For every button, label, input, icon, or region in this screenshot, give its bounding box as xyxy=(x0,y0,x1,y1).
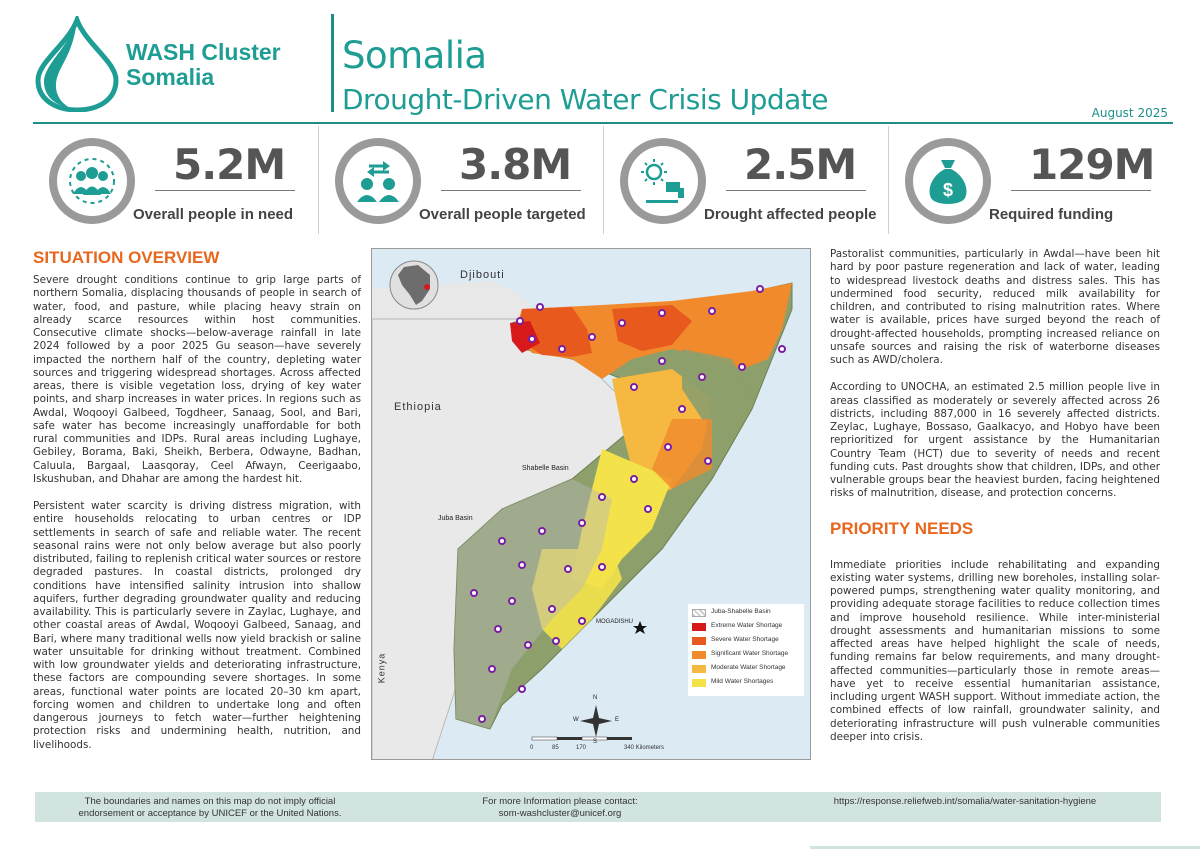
legend-item: Extreme Water Shortage xyxy=(692,622,802,632)
logo-line-1: WASH Cluster xyxy=(126,39,281,65)
situation-overview: SITUATION OVERVIEW Severe drought condit… xyxy=(33,248,361,752)
compass-north: N xyxy=(593,695,598,701)
stat-people-in-need: 5.2M Overall people in need xyxy=(33,126,318,234)
situation-paragraph-2: Persistent water scarcity is driving dis… xyxy=(33,500,361,751)
stat-value: 5.2M xyxy=(173,140,286,189)
logo-line-2: Somalia xyxy=(126,64,215,90)
scale-label: 85 xyxy=(552,745,559,751)
header-rule xyxy=(33,122,1173,124)
compass-east: E xyxy=(615,717,620,723)
report-date: August 2025 xyxy=(1091,106,1168,120)
map-label-ethiopia: Ethiopia xyxy=(394,401,442,413)
drought-tap-icon xyxy=(620,138,706,224)
stat-people-targeted: 3.8M Overall people targeted xyxy=(318,126,603,234)
people-group-icon xyxy=(49,138,135,224)
map-label-kenya: Kenya xyxy=(376,652,387,684)
legend-item: Juba-Shabelle Basin xyxy=(692,608,802,618)
footer: The boundaries and names on this map do … xyxy=(35,792,1161,822)
stat-required-funding: $ 129M Required funding xyxy=(888,126,1173,234)
pastoralist-paragraph: Pastoralist communities, particularly in… xyxy=(830,248,1160,366)
map-label-djibouti: Djibouti xyxy=(460,269,505,281)
legend-item: Significant Water Shortage xyxy=(692,650,802,660)
header: WASH Cluster Somalia Somalia Drought-Dri… xyxy=(0,0,1200,124)
situation-paragraph-1: Severe drought conditions continue to gr… xyxy=(33,274,361,485)
footer-reliefweb-link[interactable]: https://response.reliefweb.int/somalia/w… xyxy=(833,796,1097,807)
compass-south: S xyxy=(593,739,598,745)
page-title: Somalia xyxy=(342,34,487,77)
map-graphic xyxy=(372,260,793,759)
stat-label: Required funding xyxy=(989,206,1114,223)
priority-paragraph: Immediate priorities include rehabilitat… xyxy=(830,558,1160,743)
key-figures: 5.2M Overall people in need 3.8M Overall… xyxy=(33,126,1173,234)
footer-contact: For more Information please contact: som… xyxy=(430,796,690,819)
people-transfer-icon xyxy=(335,138,421,224)
map-label-shabelle-basin: Shabelle Basin xyxy=(522,465,569,472)
scale-label: 0 xyxy=(530,745,534,751)
stat-value: 129M xyxy=(1029,140,1155,189)
scale-label: 340 Kilometers xyxy=(624,745,665,751)
section-title-priority: PRIORITY NEEDS xyxy=(830,518,974,538)
stat-value: 3.8M xyxy=(459,140,572,189)
map-label-mogadishu: MOGADISHU xyxy=(596,619,634,625)
compass-west: W xyxy=(573,717,579,723)
header-divider xyxy=(331,14,334,112)
footer-disclaimer: The boundaries and names on this map do … xyxy=(78,796,342,819)
page-subtitle: Drought-Driven Water Crisis Update xyxy=(342,83,829,116)
legend-item: Moderate Water Shortage xyxy=(692,664,802,674)
wash-cluster-logo: WASH Cluster Somalia xyxy=(30,16,330,112)
stat-label: Overall people in need xyxy=(133,206,294,223)
stat-value: 2.5M xyxy=(744,140,857,189)
stat-label: Overall people targeted xyxy=(419,206,586,223)
legend-item: Severe Water Shortage xyxy=(692,636,802,646)
map-legend: Juba-Shabelle Basin Extreme Water Shorta… xyxy=(688,604,804,696)
section-title-situation: SITUATION OVERVIEW xyxy=(33,248,220,267)
somalia-water-shortage-map: Djibouti Ethiopia Kenya Shabelle Basin J… xyxy=(371,248,811,760)
stat-drought-affected: 2.5M Drought affected people xyxy=(603,126,888,234)
contact-email-link[interactable]: som-washcluster@unicef.org xyxy=(498,807,622,819)
legend-item: Mild Water Shortages xyxy=(692,678,802,688)
svg-text:$: $ xyxy=(943,180,953,200)
footer-bottom-rule xyxy=(810,846,1200,849)
water-drop-logo-icon xyxy=(35,16,119,112)
unocha-paragraph: According to UNOCHA, an estimated 2.5 mi… xyxy=(830,381,1160,500)
right-column: Pastoralist communities, particularly in… xyxy=(830,248,1160,744)
scale-label: 170 xyxy=(576,745,587,751)
money-bag-icon: $ xyxy=(905,138,991,224)
map-label-juba-basin: Juba Basin xyxy=(438,515,473,522)
stat-label: Drought affected people xyxy=(704,206,877,223)
